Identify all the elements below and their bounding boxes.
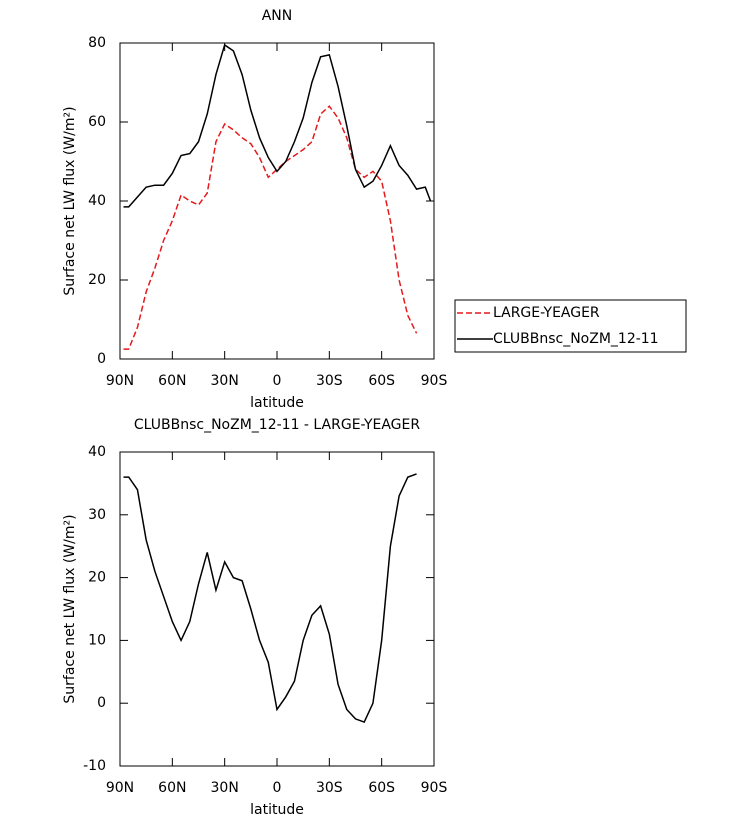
data-line bbox=[123, 43, 432, 208]
plot-frame bbox=[119, 42, 435, 360]
x-tick-label: 60S bbox=[368, 780, 395, 796]
x-tick-label: 30S bbox=[316, 780, 343, 796]
y-tick-label: 20 bbox=[88, 570, 106, 586]
y-tick-label: 40 bbox=[88, 193, 106, 209]
y-axis-label: Surface net LW flux (W/m²) bbox=[62, 514, 78, 703]
y-tick-label: 10 bbox=[88, 632, 106, 648]
data-line bbox=[123, 473, 417, 723]
data-line bbox=[123, 105, 418, 350]
legend-label: LARGE-YEAGER bbox=[493, 305, 600, 321]
x-tick-label: 30S bbox=[316, 373, 343, 389]
y-tick-label: 30 bbox=[88, 507, 106, 523]
y-tick-label: 0 bbox=[97, 695, 106, 711]
y-axis-label: Surface net LW flux (W/m²) bbox=[62, 106, 78, 295]
x-tick-label: 90S bbox=[421, 780, 448, 796]
x-tick-label: 0 bbox=[273, 780, 282, 796]
x-axis-label: latitude bbox=[250, 395, 304, 411]
y-tick-label: 40 bbox=[88, 444, 106, 460]
x-tick-label: 60N bbox=[158, 373, 186, 389]
x-tick-label: 0 bbox=[273, 373, 282, 389]
x-axis-label: latitude bbox=[250, 802, 304, 818]
legend-label: CLUBBnsc_NoZM_12-11 bbox=[493, 331, 659, 347]
x-tick-label: 30N bbox=[211, 373, 239, 389]
x-tick-label: 60N bbox=[158, 780, 186, 796]
chart-title: CLUBBnsc_NoZM_12-11 - LARGE-YEAGER bbox=[134, 417, 420, 433]
x-tick-label: 90N bbox=[106, 373, 134, 389]
y-tick-label: 80 bbox=[88, 35, 106, 51]
y-tick-label: 20 bbox=[88, 272, 106, 288]
chart-title: ANN bbox=[262, 8, 293, 24]
y-tick-label: -10 bbox=[83, 758, 106, 774]
x-tick-label: 60S bbox=[368, 373, 395, 389]
legend-box bbox=[454, 299, 687, 353]
plot-frame bbox=[119, 451, 435, 767]
x-tick-label: 30N bbox=[211, 780, 239, 796]
x-tick-label: 90N bbox=[106, 780, 134, 796]
y-tick-label: 0 bbox=[97, 351, 106, 367]
y-tick-label: 60 bbox=[88, 114, 106, 130]
x-tick-label: 90S bbox=[421, 373, 448, 389]
